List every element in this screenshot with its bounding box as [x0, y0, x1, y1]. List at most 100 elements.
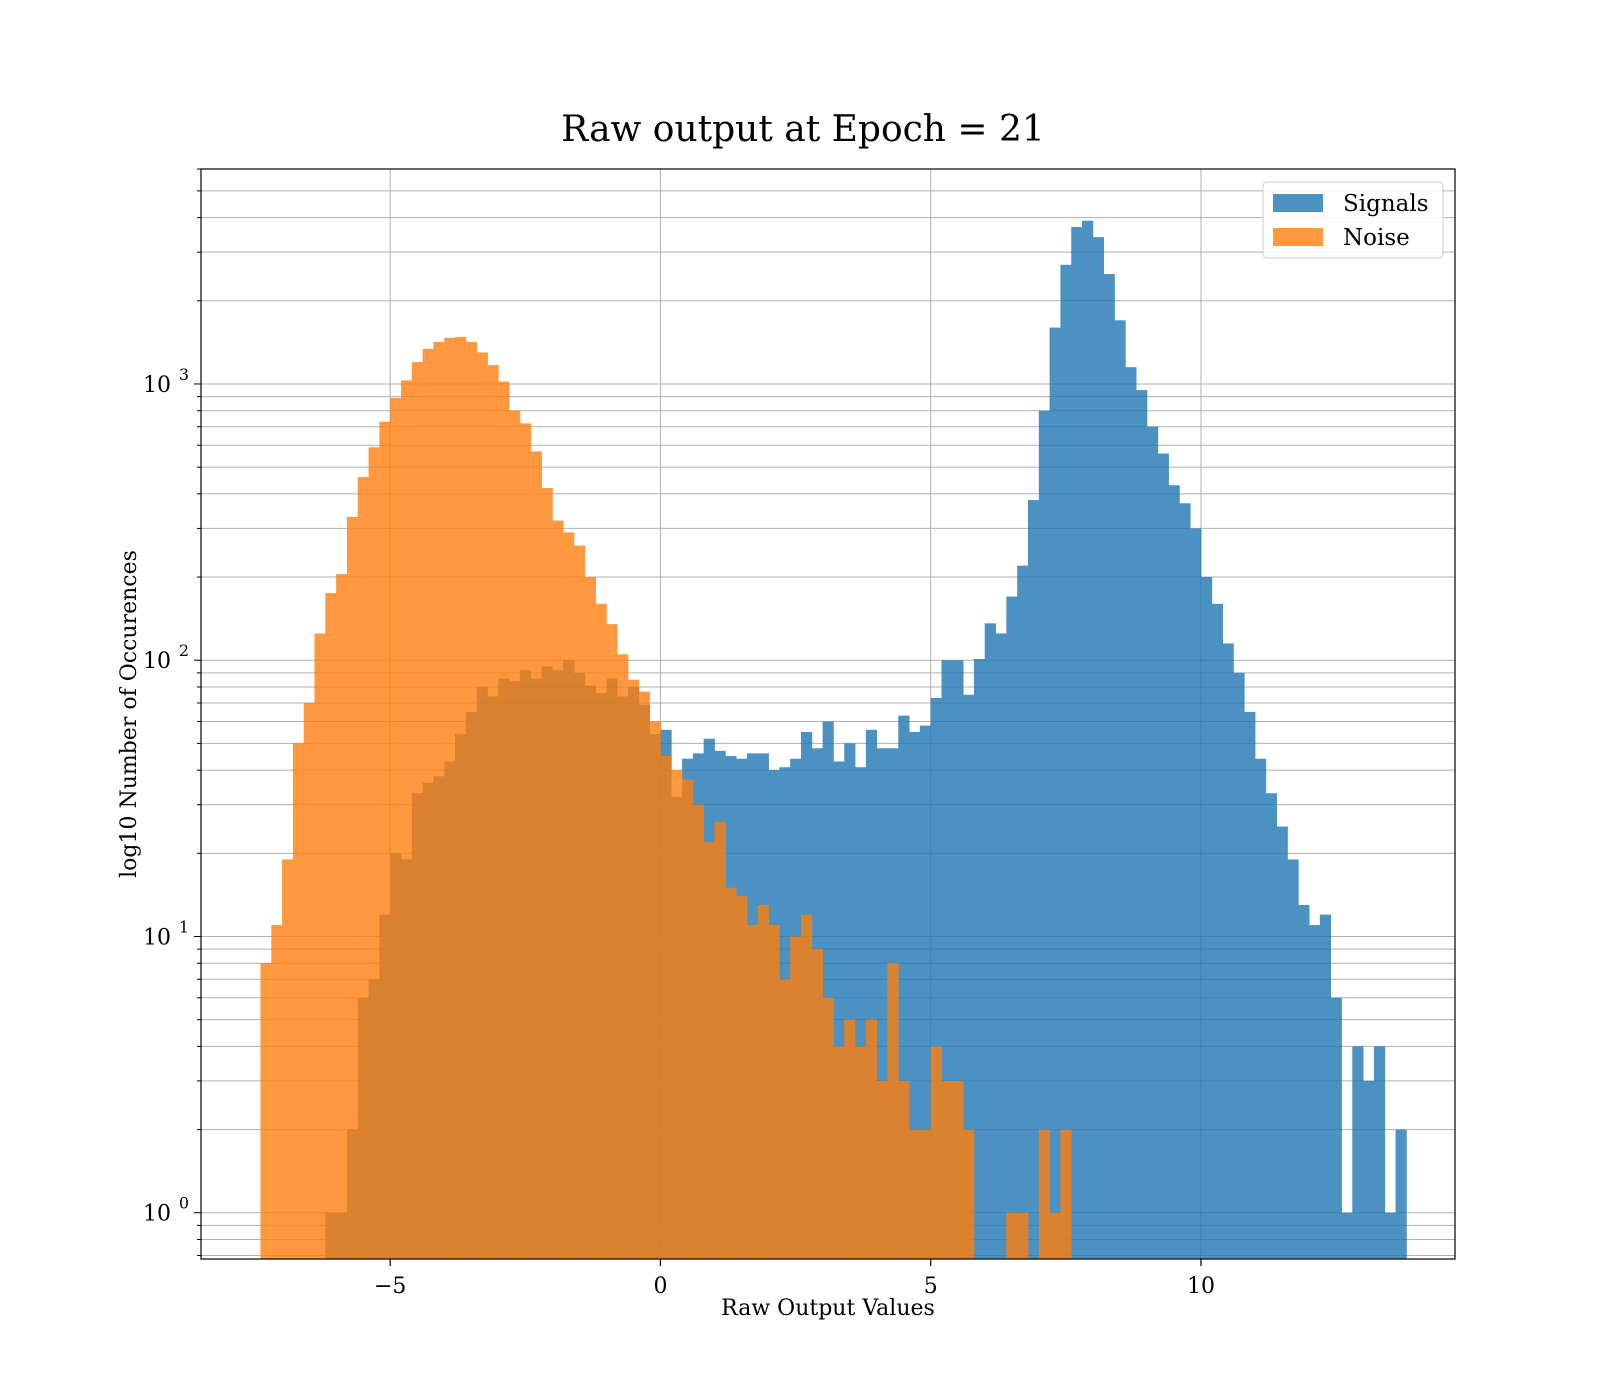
histogram-bar	[1255, 758, 1267, 1259]
histogram-bar	[714, 821, 726, 1259]
histogram-bar	[390, 397, 402, 1259]
y-axis-label: log10 Number of Occurences	[117, 550, 142, 878]
histogram-bar	[1092, 237, 1105, 1259]
histogram-bar	[1373, 1046, 1386, 1259]
histogram-bar	[1038, 1129, 1051, 1259]
histogram-bar	[1276, 826, 1288, 1259]
histogram-bar	[692, 804, 705, 1259]
histogram-bar	[1146, 426, 1159, 1259]
histogram-bar	[833, 1046, 845, 1259]
histogram-bar	[1265, 793, 1278, 1259]
histogram-bar	[422, 348, 434, 1259]
histogram-bar	[400, 380, 413, 1259]
histogram-bar	[379, 421, 391, 1259]
series-noise	[260, 336, 1072, 1259]
y-tick-exponent: 0	[179, 1194, 189, 1213]
y-tick-exponent: 1	[179, 917, 189, 936]
histogram-bar	[541, 488, 553, 1259]
histogram-bar	[1038, 410, 1051, 1259]
y-tick-base: 10	[143, 373, 171, 398]
histogram-bar	[325, 593, 337, 1259]
histogram-bar	[617, 654, 629, 1259]
histogram-bar	[563, 532, 575, 1259]
histogram-bar	[1125, 367, 1137, 1259]
histogram-bar	[779, 979, 791, 1259]
histogram-bar	[930, 697, 942, 1259]
chart-title: Raw output at Epoch = 21	[561, 109, 1045, 150]
histogram-bar	[930, 1046, 942, 1259]
histogram-bar	[1233, 672, 1245, 1259]
histogram-bar	[995, 633, 1007, 1259]
histogram-bar	[357, 477, 369, 1259]
histogram-bar	[433, 341, 445, 1259]
histogram-bar	[260, 963, 272, 1259]
histogram-bar	[465, 341, 478, 1259]
histogram-bar	[822, 721, 834, 1259]
histogram-bar	[368, 447, 380, 1259]
histogram-bar	[1330, 997, 1342, 1259]
histogram-bar	[628, 679, 640, 1259]
y-tick-base: 10	[143, 925, 171, 950]
histogram-bar	[811, 949, 823, 1259]
histogram-bar	[952, 1080, 964, 1259]
histogram-bar	[444, 337, 456, 1259]
histogram-bar	[768, 925, 780, 1259]
y-tick-exponent: 2	[179, 641, 189, 660]
histogram-bar	[909, 731, 921, 1259]
histogram-bar	[919, 725, 932, 1259]
histogram-bar	[757, 904, 769, 1259]
histogram-bar	[649, 721, 661, 1259]
histogram-bar	[1017, 565, 1029, 1259]
histogram-bar	[1006, 596, 1018, 1259]
histogram-bar	[855, 767, 867, 1259]
x-axis-label: Raw Output Values	[721, 1296, 935, 1321]
histogram-bar	[1384, 1212, 1396, 1259]
y-tick-exponent: 3	[179, 365, 189, 384]
histogram-bar	[1017, 1212, 1029, 1259]
histogram-bar	[1298, 904, 1310, 1259]
histogram-bar	[887, 963, 899, 1259]
plot-frame	[200, 168, 1456, 1260]
histogram-bar	[606, 624, 618, 1259]
histogram-bar	[292, 743, 305, 1259]
histogram-bar	[1287, 859, 1299, 1259]
histogram-bar	[455, 336, 467, 1259]
histogram-bar	[573, 545, 586, 1259]
histogram-bar	[919, 1129, 932, 1259]
histogram-bar	[271, 925, 283, 1259]
x-tick-label: 0	[653, 1274, 667, 1299]
histogram-bar	[909, 1129, 921, 1259]
histogram-bar	[1071, 226, 1083, 1259]
histogram-bar	[1060, 264, 1072, 1259]
histogram-bar	[973, 659, 986, 1259]
histogram-bar	[498, 381, 510, 1259]
histogram-bar	[1352, 1046, 1364, 1259]
histogram-bar	[411, 362, 424, 1259]
histogram-bar	[476, 352, 488, 1259]
histogram-bars	[260, 220, 1407, 1259]
y-tick-label: 10	[143, 925, 171, 950]
histogram-bar	[963, 694, 975, 1259]
histogram-bar	[941, 1080, 953, 1259]
histogram-bar	[736, 896, 748, 1259]
histogram-bar	[509, 410, 521, 1259]
histogram-bar	[638, 691, 651, 1259]
histogram-bar	[1060, 1129, 1072, 1259]
legend-swatch-noise	[1273, 228, 1323, 246]
legend-label-noise: Noise	[1343, 225, 1410, 251]
histogram-bar	[1103, 274, 1115, 1259]
histogram-bar	[1341, 1212, 1353, 1259]
histogram-bar	[671, 770, 683, 1259]
legend-swatch-signals	[1273, 194, 1323, 212]
axis-ticks: −5 0 5 10 10 0 10 1 10 2 10 3	[143, 168, 1215, 1299]
histogram-bar	[822, 997, 834, 1259]
histogram-bar	[1049, 327, 1061, 1259]
legend: Signals Noise	[1262, 181, 1444, 259]
histogram-bar	[833, 761, 845, 1259]
histogram-bar	[1082, 220, 1094, 1259]
y-tick-label: 10	[143, 1202, 171, 1227]
histogram-bar	[336, 574, 348, 1259]
histogram-bar	[1244, 711, 1256, 1259]
histogram-bar	[1395, 1129, 1407, 1259]
